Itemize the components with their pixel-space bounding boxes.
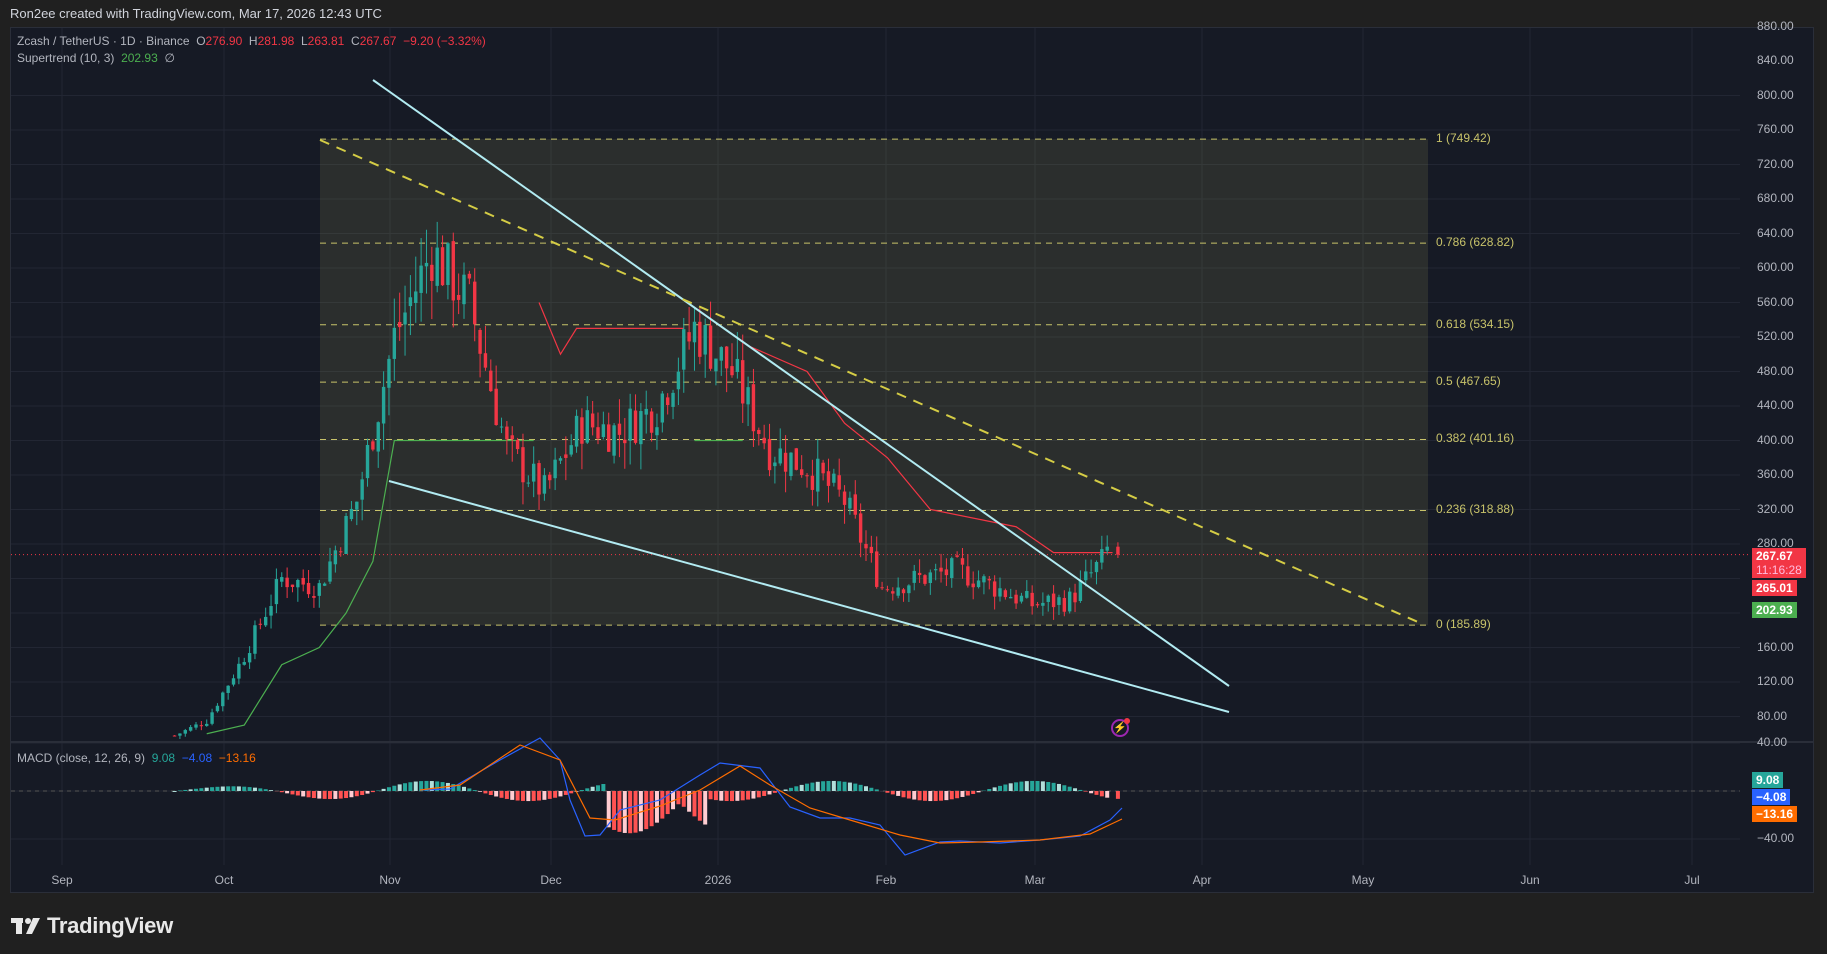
fib-label: 0.382 (401.16) [1436, 431, 1515, 446]
macd-tick: 40.00 [1757, 735, 1788, 749]
time-tick: Sep [51, 873, 73, 887]
symbol-legend: Zcash / TetherUS · 1D · Binance O276.90 … [17, 34, 486, 48]
price-tick: 520.00 [1757, 329, 1794, 343]
macd-legend[interactable]: MACD (close, 12, 26, 9) 9.08 −4.08 −13.1… [17, 751, 256, 765]
macd-signal-tag: −13.16 [1752, 806, 1798, 822]
price-tick: 320.00 [1757, 501, 1794, 516]
price-tick: 120.00 [1757, 674, 1794, 688]
time-tick: Dec [540, 873, 562, 887]
supertrend-value: 202.93 [121, 51, 158, 65]
chart-credit: Ron2ee created with TradingView.com, Mar… [10, 6, 382, 21]
price-tick: 280.00 [1757, 536, 1794, 550]
price-tick: 400.00 [1757, 432, 1794, 447]
symbol-name[interactable]: Zcash / TetherUS · 1D · Binance [17, 34, 190, 48]
supertrend-tag: 202.93 [1752, 602, 1797, 618]
price-tick: 160.00 [1757, 639, 1794, 654]
price-tick: 880.00 [1757, 18, 1794, 33]
macd-label: MACD (close, 12, 26, 9) [17, 751, 146, 765]
last-price-tag: 267.67 11:16:28 [1752, 548, 1806, 578]
price-tick: 600.00 [1757, 260, 1794, 274]
time-tick: Nov [379, 873, 401, 887]
macd-hist-value: 9.08 [151, 751, 176, 765]
open-value: 276.90 [205, 34, 243, 48]
time-tick: Jul [1684, 873, 1700, 887]
price-tick: 760.00 [1757, 122, 1794, 136]
fib-label: 0.236 (318.88) [1436, 502, 1515, 517]
price-tick: 440.00 [1757, 398, 1794, 412]
time-tick: Mar [1024, 873, 1046, 887]
price-tick: 720.00 [1757, 156, 1794, 171]
time-tick: Apr [1192, 873, 1212, 887]
fib-label: 0 (185.89) [1436, 617, 1491, 632]
time-tick: Feb [875, 873, 897, 887]
macd-line-tag: −4.08 [1752, 789, 1791, 805]
fib-label: 0.618 (534.15) [1436, 316, 1515, 331]
tradingview-logo-icon [11, 918, 40, 934]
price-tick: 360.00 [1757, 467, 1794, 481]
fib-label: 1 (749.42) [1436, 131, 1491, 146]
high-value: 281.98 [257, 34, 295, 48]
notification-dot [1124, 718, 1130, 724]
low-value: 263.81 [307, 34, 345, 48]
price-tick: 480.00 [1757, 363, 1794, 378]
price-tick: 560.00 [1757, 294, 1794, 309]
time-tick: May [1351, 873, 1375, 887]
fib-label: 0.786 (628.82) [1436, 235, 1515, 250]
macd-hist-tag: 9.08 [1752, 772, 1784, 788]
price-tick: 680.00 [1757, 191, 1794, 205]
macd-line-value: −4.08 [181, 751, 213, 765]
lightning-icon[interactable]: ⚡ [1111, 718, 1130, 737]
price-tick: 840.00 [1757, 53, 1794, 67]
prev-price-tag: 265.01 [1752, 580, 1797, 596]
countdown: 11:16:28 [1756, 563, 1802, 577]
empty-set-icon: ∅ [164, 51, 175, 65]
time-tick: Jun [1520, 873, 1540, 887]
price-tick: 640.00 [1757, 225, 1794, 240]
macd-signal-value: −13.16 [218, 751, 256, 765]
fib-label: 0.5 (467.65) [1436, 374, 1501, 389]
close-value: 267.67 [359, 34, 397, 48]
price-tick: 800.00 [1757, 87, 1794, 102]
time-tick: Oct [214, 873, 234, 887]
macd-tick: −40.00 [1757, 831, 1795, 845]
tradingview-logo: TradingView [11, 913, 173, 939]
time-tick: 2026 [704, 873, 732, 887]
change-value: −9.20 (−3.32%) [403, 34, 486, 48]
supertrend-label: Supertrend (10, 3) [17, 51, 115, 65]
price-tick: 80.00 [1757, 708, 1788, 723]
supertrend-legend[interactable]: Supertrend (10, 3) 202.93 ∅ [17, 51, 175, 65]
brand-name: TradingView [47, 913, 173, 938]
chart-container[interactable] [10, 27, 1814, 893]
